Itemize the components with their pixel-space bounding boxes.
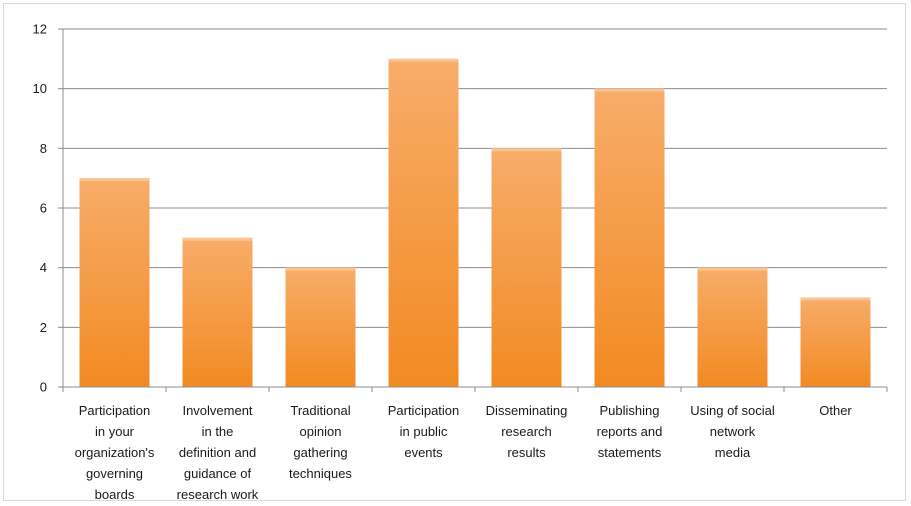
x-category-label: Participation in public events [388,403,460,460]
x-category-label-line: Publishing [600,403,660,418]
x-category-label-line: in public [400,424,448,439]
x-category-label: Traditional opinion gathering techniques [289,403,352,481]
x-category-label-line: Participation [79,403,151,418]
x-category-label: Disseminating research results [486,403,568,460]
bar-chart: 0 2 4 6 8 10 12 Participation in your organizatio… [33,22,888,503]
bar [697,267,768,387]
x-category-label-line: research [501,424,552,439]
x-category-label-line: events [404,445,443,460]
bar-top-highlight [79,178,150,182]
bar-top-highlight [285,267,356,271]
chart-frame: 0 2 4 6 8 10 12 Participation in your organizatio… [3,3,906,503]
x-category-label-line: research work [177,487,259,502]
x-category-label-line: organization's [75,445,155,460]
x-category-label-line: network [710,424,756,439]
x-category-label-line: gathering [293,445,347,460]
x-category-label-line: media [715,445,751,460]
y-tick-label: 8 [40,141,47,156]
x-category-label-line: Using of social [690,403,775,418]
y-tick-label: 6 [40,201,47,216]
bar-top-highlight [697,267,768,271]
bar [182,237,253,387]
x-category-label-line: reports and [597,424,663,439]
y-tick-label: 12 [33,22,47,37]
bars [79,58,871,388]
y-tick-label: 10 [33,81,47,96]
bar-top-highlight [594,88,665,92]
bar-top-highlight [388,58,459,62]
bar [491,148,562,387]
y-tick-label: 0 [40,380,47,395]
x-category-label: Other [819,403,852,418]
x-category-label-line: governing [86,466,143,481]
bar-top-highlight [182,237,253,241]
x-category-label-line: definition and [179,445,256,460]
x-category-label-line: Other [819,403,852,418]
x-category-label-line: techniques [289,466,352,481]
x-category-label: Involvement in the definition and guidance … [177,403,259,502]
x-category-label-line: Traditional [290,403,350,418]
bar-top-highlight [491,148,562,152]
x-category-label-line: opinion [300,424,342,439]
x-category-label-line: guidance of [184,466,252,481]
axes [58,28,888,392]
x-category-label-line: Involvement [182,403,252,418]
x-category-label-line: in the [202,424,234,439]
x-category-label-line: boards [95,487,135,502]
x-category-label: Participation in your organization's govern… [75,403,155,502]
bar [388,58,459,387]
bar-top-highlight [800,297,871,301]
bar [800,297,871,387]
x-category-label-line: Disseminating [486,403,568,418]
y-tick-label: 2 [40,320,47,335]
bar [285,267,356,387]
x-category-label-line: in your [95,424,135,439]
bar [594,88,665,388]
x-category-label-line: statements [598,445,662,460]
x-category-label: Using of social network media [690,403,775,460]
x-category-label: Publishing reports and statements [597,403,663,460]
x-category-label-line: Participation [388,403,460,418]
bar [79,178,150,387]
y-tick-label: 4 [40,260,47,275]
labels: 0 2 4 6 8 10 12 Participation in your organizatio… [33,22,853,503]
x-category-label-line: results [507,445,546,460]
